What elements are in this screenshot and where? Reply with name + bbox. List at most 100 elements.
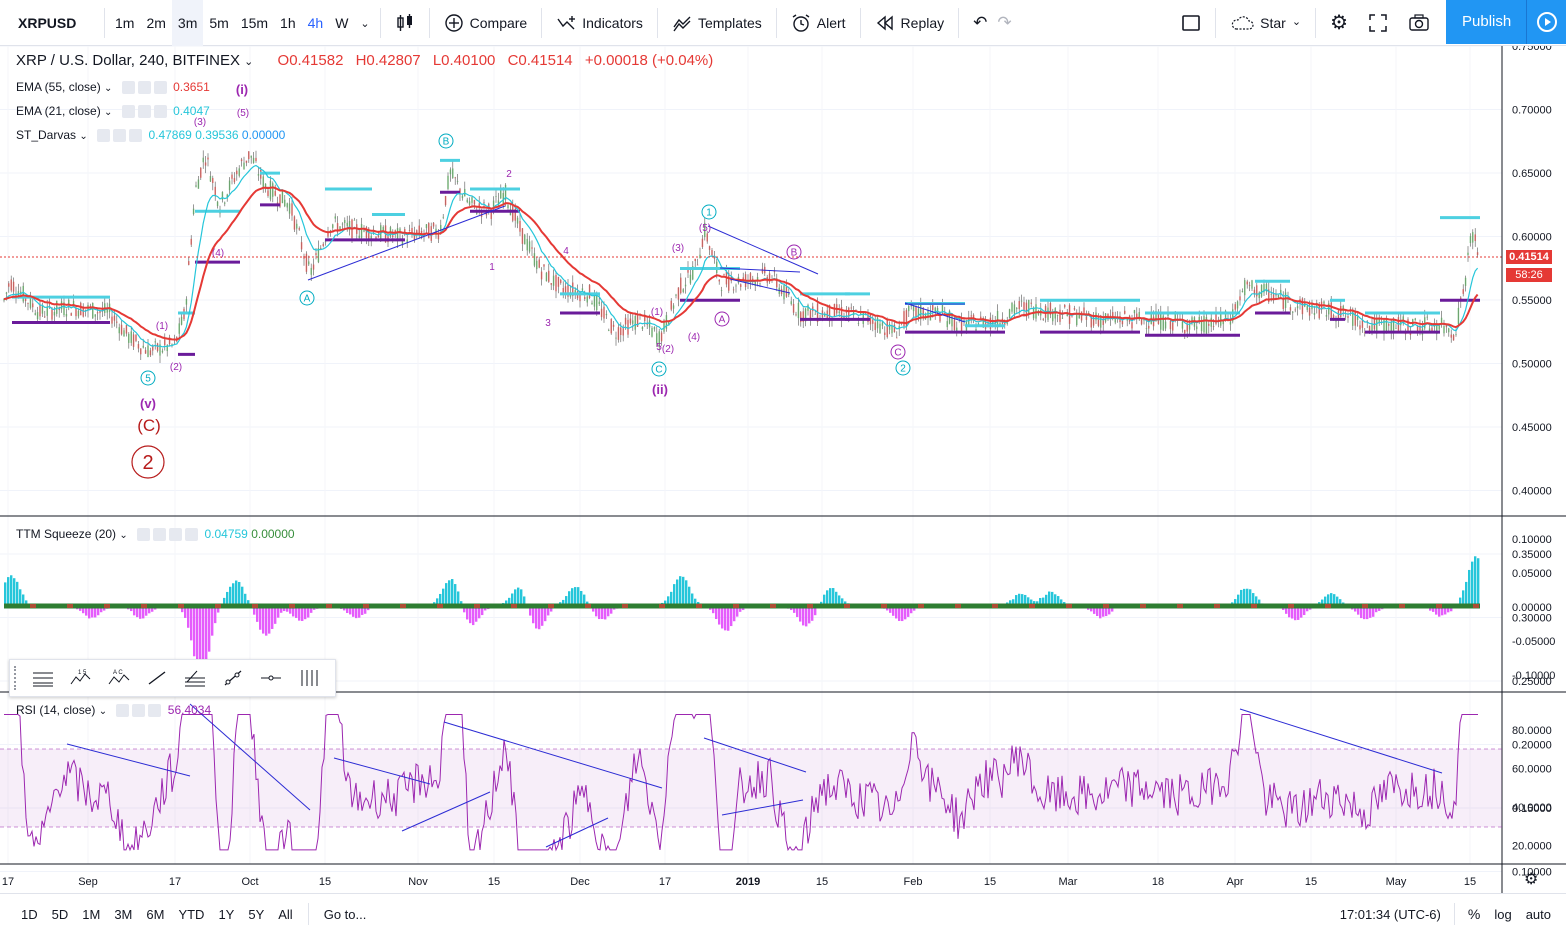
elliott-impulse-tool[interactable]: 1 5 [62,660,100,696]
rsi-legend[interactable]: RSI (14, close) ⌄ 56.4034 [16,703,211,718]
candle-body [480,209,483,217]
timeframe-w[interactable]: W [335,14,349,31]
eye-icon[interactable] [137,528,151,542]
source-icon[interactable] [169,528,183,542]
legend-low: L0.40100 [432,52,496,69]
range-all[interactable]: All [278,906,293,922]
eye-icon[interactable] [116,704,130,718]
candle-body [370,235,372,240]
candle-body [1378,317,1380,323]
gear-icon[interactable] [137,105,151,119]
templates-button[interactable]: Templates [662,0,772,46]
replay-button[interactable]: Replay [865,0,955,46]
drag-handle[interactable] [14,666,24,690]
squeeze-dot [1214,604,1220,608]
star-button[interactable]: Star ⌄ [1220,0,1311,46]
close-icon[interactable] [153,105,167,119]
timeframe-dropdown[interactable]: ⌄ [354,0,375,47]
close-icon[interactable] [153,81,167,95]
publish-button[interactable]: Publish [1446,0,1526,44]
ttm-bar [1447,606,1450,613]
timeframe-5m[interactable]: 5m [209,14,229,31]
elliott-correction-tool[interactable]: A C [100,660,138,696]
trend-line-tool[interactable] [138,660,176,696]
timeframe-3m[interactable]: 3m [171,0,204,46]
percent-toggle[interactable]: % [1467,906,1481,922]
candle-body [1136,313,1138,318]
gear-icon[interactable] [137,81,151,95]
fib-lines-tool[interactable] [24,660,62,696]
compare-button[interactable]: Compare [434,0,538,46]
gear-icon[interactable] [113,129,127,143]
layout-button[interactable] [1171,0,1211,46]
timeframe-2m[interactable]: 2m [146,14,166,31]
timeframe-4h[interactable]: 4h [307,14,324,31]
templates-icon [673,16,691,31]
redo-button[interactable]: ↷ [997,0,1021,46]
range-6m[interactable]: 6M [146,906,165,922]
pitchfork-tool[interactable] [176,660,214,696]
timeframe-15m[interactable]: 15m [240,14,269,31]
price-axis-label: 0.50000 [1512,359,1552,371]
range-5y[interactable]: 5Y [248,906,265,922]
ttm-bar [4,582,7,606]
divider [104,7,105,38]
ttm-bar [505,600,508,606]
symbol-search[interactable]: XRPUSD [18,14,77,31]
close-icon[interactable] [129,129,143,143]
range-3m[interactable]: 3M [114,906,133,922]
timeframe-1m[interactable]: 1m [115,14,135,31]
darvas-legend[interactable]: ST_Darvas ⌄ 0.47869 0.39536 0.00000 [16,128,285,143]
time-axis-settings-button[interactable]: ⚙ [1524,871,1544,889]
candle-body [1124,310,1126,314]
range-5d[interactable]: 5D [51,906,69,922]
candle-body [140,348,142,355]
vertical-lines-tool[interactable] [290,660,328,696]
clock-timezone[interactable]: 17:01:34 (UTC-6) [1339,906,1441,922]
ttm-legend[interactable]: TTM Squeeze (20) ⌄ 0.04759 0.00000 [16,527,295,542]
auto-toggle[interactable]: auto [1525,906,1551,922]
goto-button[interactable]: Go to... [323,906,367,922]
eye-icon[interactable] [121,105,135,119]
ema21-legend[interactable]: EMA (21, close) ⌄ 0.4047 [16,104,210,119]
gear-icon[interactable] [153,528,167,542]
undo-button[interactable]: ↶ [963,0,997,46]
gear-icon[interactable] [132,704,146,718]
range-1m[interactable]: 1M [82,906,101,922]
candle-body [262,176,264,189]
close-icon[interactable] [185,528,199,542]
candle-body [1457,307,1460,325]
range-ytd[interactable]: YTD [178,906,205,922]
ttm-bar [10,575,13,606]
timeframe-1h[interactable]: 1h [280,14,296,31]
indicators-button[interactable]: Indicators [546,0,653,46]
candle-body [1196,326,1198,330]
squeeze-dot [881,604,887,608]
log-toggle[interactable]: log [1494,906,1512,922]
chart-type-button[interactable] [385,0,425,46]
candle-body [123,330,125,337]
ttm-bar [1477,558,1480,606]
series-legend[interactable]: XRP / U.S. Dollar, 240, BITFINEX ⌄ O0.41… [16,52,713,69]
candle-body [238,168,240,176]
alert-label: Alert [816,14,846,31]
publish-stream-button[interactable] [1526,0,1566,44]
squeeze-dot [659,604,665,608]
ray-tool[interactable] [214,660,252,696]
star-label: Star [1260,14,1286,31]
close-icon[interactable] [148,704,162,718]
candle-body [980,316,982,319]
eye-icon[interactable] [97,129,111,143]
range-1y[interactable]: 1Y [218,906,235,922]
alert-button[interactable]: Alert [781,0,856,46]
candle-body [1292,311,1294,313]
settings-button[interactable]: ⚙ [1320,0,1358,46]
ttm-bar [226,591,229,606]
fullscreen-button[interactable] [1358,0,1398,46]
horizontal-ray-tool[interactable] [252,660,290,696]
eye-icon[interactable] [121,81,135,95]
ema55-legend[interactable]: EMA (55, close) ⌄ 0.3651 [16,80,210,95]
snapshot-button[interactable] [1398,0,1440,46]
range-1d[interactable]: 1D [21,906,38,922]
